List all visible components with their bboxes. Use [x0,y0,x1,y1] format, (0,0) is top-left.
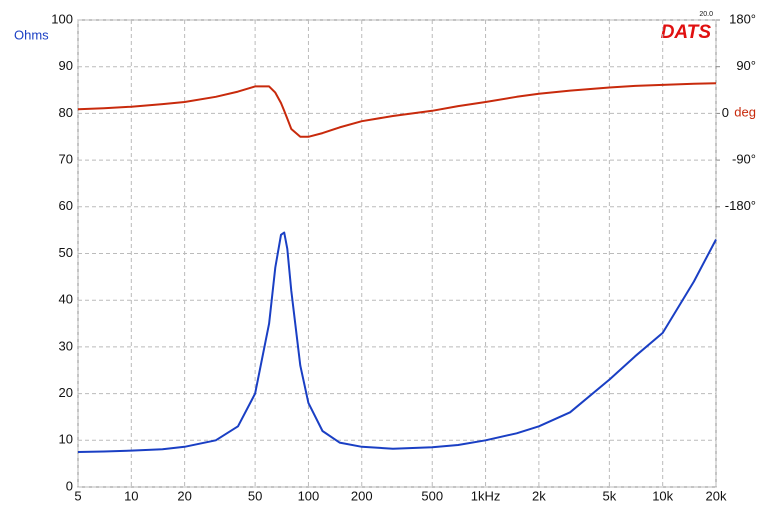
y-tick-label: 70 [59,152,73,167]
y2-axis-label: deg [734,104,756,119]
x-tick-label: 1kHz [471,488,501,503]
x-tick-label: 20 [177,488,191,503]
data-line [77,82,717,138]
y-tick-label: 0 [66,478,73,493]
x-tick-label: 10 [124,488,138,503]
version: 20.0 [699,11,713,18]
y2-tick-label: 180° [729,11,756,26]
y-tick-label: 90 [59,58,73,73]
y-tick-label: 60 [59,198,73,213]
y-tick-label: 80 [59,105,73,120]
x-tick-label: 100 [298,488,320,503]
x-tick-label: 50 [248,488,262,503]
y-tick-label: 20 [59,385,73,400]
y-tick-label: 40 [59,292,73,307]
x-tick-label: 5 [74,488,81,503]
y2-tick-label: 90° [736,58,756,73]
x-tick-label: 500 [421,488,443,503]
y-tick-label: 30 [59,338,73,353]
y2-tick-label: -180° [725,198,756,213]
y-tick-label: 10 [59,432,73,447]
x-tick-label: 20k [706,488,727,503]
x-tick-label: 10k [652,488,673,503]
y-tick-label: 100 [51,11,73,26]
data-line [77,231,717,453]
y-axis-label: Ohms [14,27,49,42]
y2-tick-label: 0 [722,105,729,120]
x-tick-label: 200 [351,488,373,503]
x-tick-label: 5k [602,488,616,503]
logo: DATS [661,22,712,43]
y-tick-label: 50 [59,245,73,260]
y2-tick-label: -90° [732,152,756,167]
x-tick-label: 2k [532,488,546,503]
